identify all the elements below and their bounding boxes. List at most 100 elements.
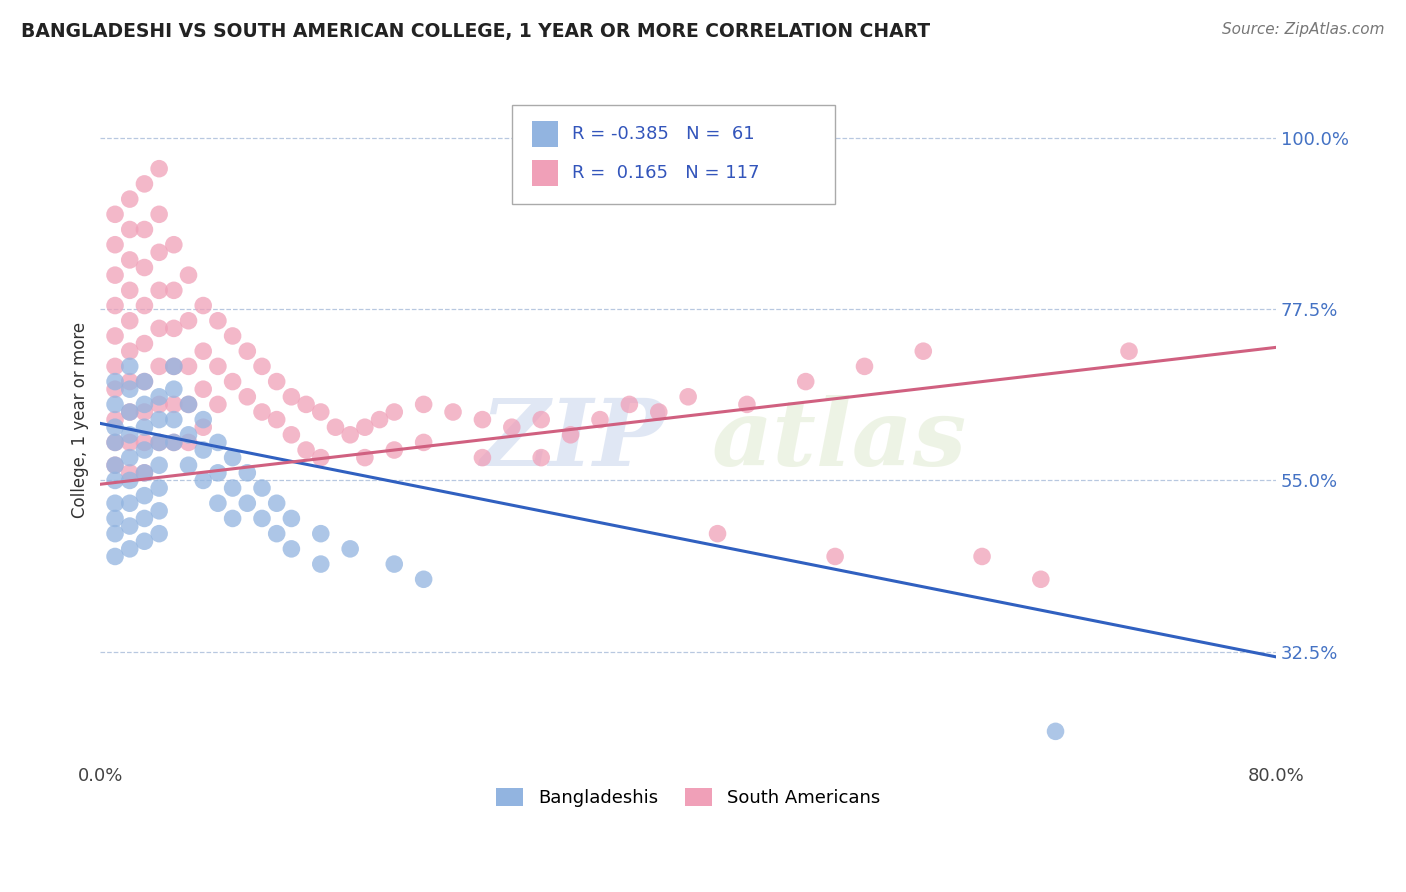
Point [104,496,127,510]
Point [104,549,127,564]
Point [163,359,186,374]
Point [236,496,259,510]
Point [118,541,141,556]
Point [104,207,127,221]
Point [148,435,170,450]
Point [250,511,273,525]
Text: BANGLADESHI VS SOUTH AMERICAN COLLEGE, 1 YEAR OR MORE CORRELATION CHART: BANGLADESHI VS SOUTH AMERICAN COLLEGE, 1… [21,22,931,41]
Point [148,481,170,495]
Point [118,314,141,328]
Text: ZIP: ZIP [481,395,665,485]
Point [193,412,215,426]
Point [706,526,728,541]
Point [163,412,186,426]
Point [339,541,361,556]
Point [148,397,170,411]
Point [104,359,127,374]
Point [104,458,127,473]
Point [104,420,127,434]
Point [134,375,156,389]
Point [134,466,156,480]
Point [193,299,215,313]
Point [221,450,243,465]
Point [104,382,127,396]
Point [471,450,494,465]
Point [104,511,127,525]
Point [148,161,170,176]
Point [104,435,127,450]
Point [104,435,127,450]
Point [148,412,170,426]
Point [104,268,127,282]
Point [309,557,332,571]
Point [163,359,186,374]
Point [118,283,141,297]
Point [441,405,464,419]
Point [118,382,141,396]
Point [148,207,170,221]
Point [530,412,553,426]
Point [368,412,391,426]
Point [148,283,170,297]
Point [236,466,259,480]
Text: R = -0.385   N =  61: R = -0.385 N = 61 [572,125,755,144]
Point [163,321,186,335]
Text: atlas: atlas [711,395,967,485]
FancyBboxPatch shape [512,105,835,204]
Point [177,427,200,442]
Point [118,405,141,419]
Point [118,359,141,374]
Point [134,443,156,458]
Point [221,375,243,389]
Point [280,511,302,525]
Point [250,405,273,419]
Point [354,420,377,434]
Point [250,359,273,374]
Point [148,359,170,374]
Point [118,192,141,206]
Point [148,435,170,450]
Point [163,283,186,297]
Point [134,260,156,275]
Point [853,359,876,374]
Point [118,450,141,465]
Point [280,541,302,556]
Point [134,405,156,419]
Point [193,382,215,396]
Point [412,435,434,450]
Point [177,314,200,328]
Point [501,420,523,434]
Point [104,329,127,343]
Point [193,443,215,458]
Point [134,177,156,191]
Point [193,420,215,434]
Point [148,390,170,404]
Point [177,359,200,374]
Point [118,222,141,236]
Point [104,237,127,252]
Point [339,427,361,442]
FancyBboxPatch shape [531,121,558,147]
Point [118,474,141,488]
Point [236,390,259,404]
Point [354,450,377,465]
Y-axis label: College, 1 year or more: College, 1 year or more [72,321,89,517]
Point [163,237,186,252]
Point [163,397,186,411]
Point [177,268,200,282]
Point [207,466,229,480]
Point [266,496,288,510]
Point [118,519,141,533]
Point [148,458,170,473]
Point [177,397,200,411]
Point [912,344,935,359]
Point [118,435,141,450]
Point [266,526,288,541]
Point [134,222,156,236]
Point [134,489,156,503]
Point [794,375,817,389]
Point [309,405,332,419]
Point [104,299,127,313]
Point [280,390,302,404]
Point [118,496,141,510]
